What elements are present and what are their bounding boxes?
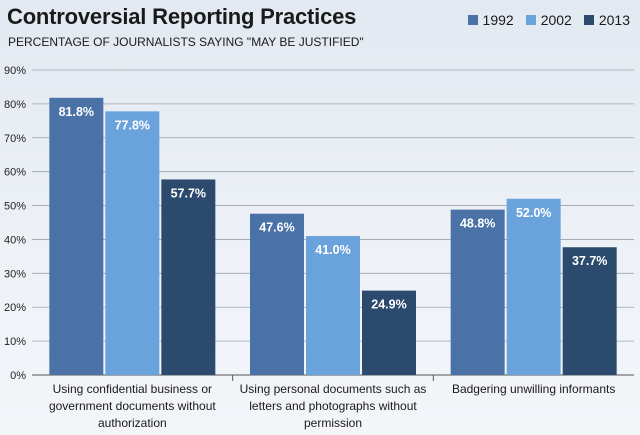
chart-title: Controversial Reporting Practices [7, 4, 357, 29]
y-tick-label: 80% [4, 99, 26, 111]
bar-label-1992-2: 47.6% [259, 221, 294, 235]
category-label-line: Using personal documents such as [240, 382, 427, 396]
legend-item-2013: 2013 [583, 12, 630, 28]
y-tick-label: 30% [4, 268, 26, 280]
bar-label-2013-3: 37.7% [572, 254, 607, 268]
bar-1992-1 [49, 97, 104, 376]
bar-2013-1 [161, 179, 216, 375]
bar-2002-1 [105, 111, 160, 375]
category-label-line: permission [304, 416, 362, 430]
y-tick-label: 40% [4, 234, 26, 246]
legend-label-2002: 2002 [540, 12, 572, 28]
bar-2013-2 [362, 290, 416, 375]
bar-label-2002-1: 77.8% [115, 118, 150, 132]
bar-1992-2 [250, 213, 304, 375]
y-tick-label: 90% [4, 65, 26, 77]
bar-label-2013-2: 24.9% [371, 298, 406, 312]
category-label-line: authorization [98, 416, 167, 430]
legend-swatch-1992 [467, 15, 478, 25]
chart-subtitle: PERCENTAGE OF JOURNALISTS SAYING "MAY BE… [8, 35, 364, 49]
legend-item-2002: 2002 [525, 12, 572, 28]
legend: 1992 2002 2013 [467, 12, 630, 28]
bar-1992-3 [450, 209, 505, 375]
legend-label-2013: 2013 [598, 12, 630, 28]
bar-label-2013-1: 57.7% [171, 186, 206, 200]
y-tick-label: 20% [4, 302, 26, 314]
legend-item-1992: 1992 [467, 12, 514, 28]
category-label-line: Badgering unwilling informants [452, 382, 615, 396]
bar-label-2002-2: 41.0% [315, 243, 350, 257]
y-tick-label: 60% [4, 167, 26, 179]
legend-label-1992: 1992 [482, 12, 514, 28]
category-label-line: Using confidential business or [53, 382, 212, 396]
legend-swatch-2002 [525, 15, 536, 25]
y-tick-label: 0% [10, 370, 26, 382]
category-label-line: government documents without [49, 399, 216, 413]
category-label-line: letters and photographs without [249, 399, 417, 413]
bar-2013-3 [562, 247, 617, 375]
bar-label-1992-1: 81.8% [59, 105, 94, 119]
bar-2002-3 [506, 198, 561, 375]
bar-label-1992-3: 48.8% [460, 217, 495, 231]
y-tick-label: 10% [4, 336, 26, 348]
legend-swatch-2013 [583, 15, 594, 25]
y-tick-label: 50% [4, 201, 26, 213]
bar-2002-2 [306, 236, 360, 375]
bar-label-2002-3: 52.0% [516, 206, 551, 220]
y-tick-label: 70% [4, 133, 26, 145]
